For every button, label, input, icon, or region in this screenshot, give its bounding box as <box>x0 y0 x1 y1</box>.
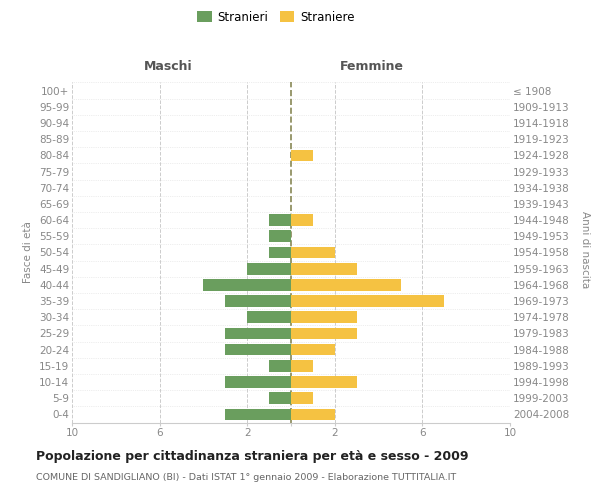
Text: COMUNE DI SANDIGLIANO (BI) - Dati ISTAT 1° gennaio 2009 - Elaborazione TUTTITALI: COMUNE DI SANDIGLIANO (BI) - Dati ISTAT … <box>36 472 456 482</box>
Bar <box>269 360 291 372</box>
Bar <box>269 230 291 242</box>
Bar <box>291 214 313 226</box>
Bar <box>269 246 291 258</box>
Text: Maschi: Maschi <box>143 60 193 72</box>
Bar <box>226 344 291 356</box>
Text: Femmine: Femmine <box>340 60 404 72</box>
Legend: Stranieri, Straniere: Stranieri, Straniere <box>193 6 359 28</box>
Bar <box>291 360 313 372</box>
Bar <box>203 279 291 290</box>
Bar <box>226 376 291 388</box>
Bar <box>226 295 291 307</box>
Bar <box>291 246 335 258</box>
Bar <box>291 312 357 323</box>
Bar <box>291 328 357 340</box>
Bar <box>291 263 357 274</box>
Bar <box>269 392 291 404</box>
Bar <box>269 214 291 226</box>
Bar <box>247 312 291 323</box>
Y-axis label: Fasce di età: Fasce di età <box>23 222 34 284</box>
Text: Popolazione per cittadinanza straniera per età e sesso - 2009: Popolazione per cittadinanza straniera p… <box>36 450 469 463</box>
Bar <box>291 376 357 388</box>
Bar <box>226 408 291 420</box>
Bar <box>247 263 291 274</box>
Bar <box>291 392 313 404</box>
Bar <box>291 279 401 290</box>
Bar <box>291 150 313 161</box>
Bar <box>226 328 291 340</box>
Text: Anni di nascita: Anni di nascita <box>580 212 590 288</box>
Bar <box>291 408 335 420</box>
Bar <box>291 344 335 356</box>
Bar <box>291 295 445 307</box>
